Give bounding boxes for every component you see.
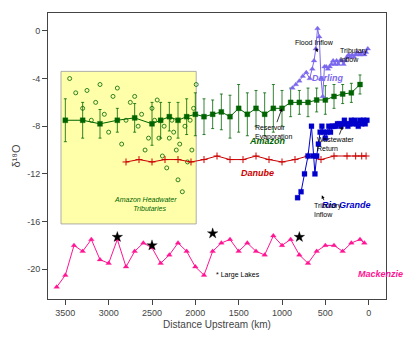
svg-text:Amazon: Amazon: [249, 136, 286, 146]
svg-text:Rio Grande: Rio Grande: [322, 200, 371, 210]
svg-text:Mackenzie: Mackenzie: [358, 269, 403, 279]
svg-text:Darling: Darling: [312, 73, 344, 83]
svg-text:-4: -4: [32, 74, 40, 84]
svg-text:-20: -20: [27, 264, 40, 274]
svg-text:-16: -16: [27, 217, 40, 227]
svg-text:3000: 3000: [99, 308, 119, 318]
svg-text:Danube: Danube: [241, 168, 274, 178]
svg-text:500: 500: [318, 308, 333, 318]
svg-text:0: 0: [35, 26, 40, 36]
svg-text:1000: 1000: [272, 308, 292, 318]
svg-text:1500: 1500: [229, 308, 249, 318]
svg-text:Amazon Headwater Tributarie: Amazon Headwater Tributaries: [114, 196, 177, 212]
svg-text:-12: -12: [27, 169, 40, 179]
svg-text:0: 0: [366, 308, 371, 318]
svg-text:TributaryInflow: TributaryInflow: [314, 202, 342, 218]
svg-text:δ¹⁸O: δ¹⁸O: [10, 144, 22, 167]
svg-text:2500: 2500: [142, 308, 162, 318]
svg-text:Flood Inflow: Flood Inflow: [295, 39, 334, 46]
svg-text:2000: 2000: [185, 308, 205, 318]
svg-text:-8: -8: [32, 121, 40, 131]
svg-text:* Large Lakes: * Large Lakes: [216, 271, 260, 279]
svg-text:ReservoirEvaporation: ReservoirEvaporation: [255, 124, 292, 141]
svg-text:Distance Upstream (km): Distance Upstream (km): [163, 319, 271, 330]
svg-text:3500: 3500: [55, 308, 75, 318]
svg-text:TributaryInflow: TributaryInflow: [340, 47, 368, 63]
svg-text:WastewaterReturn: WastewaterReturn: [317, 136, 354, 152]
